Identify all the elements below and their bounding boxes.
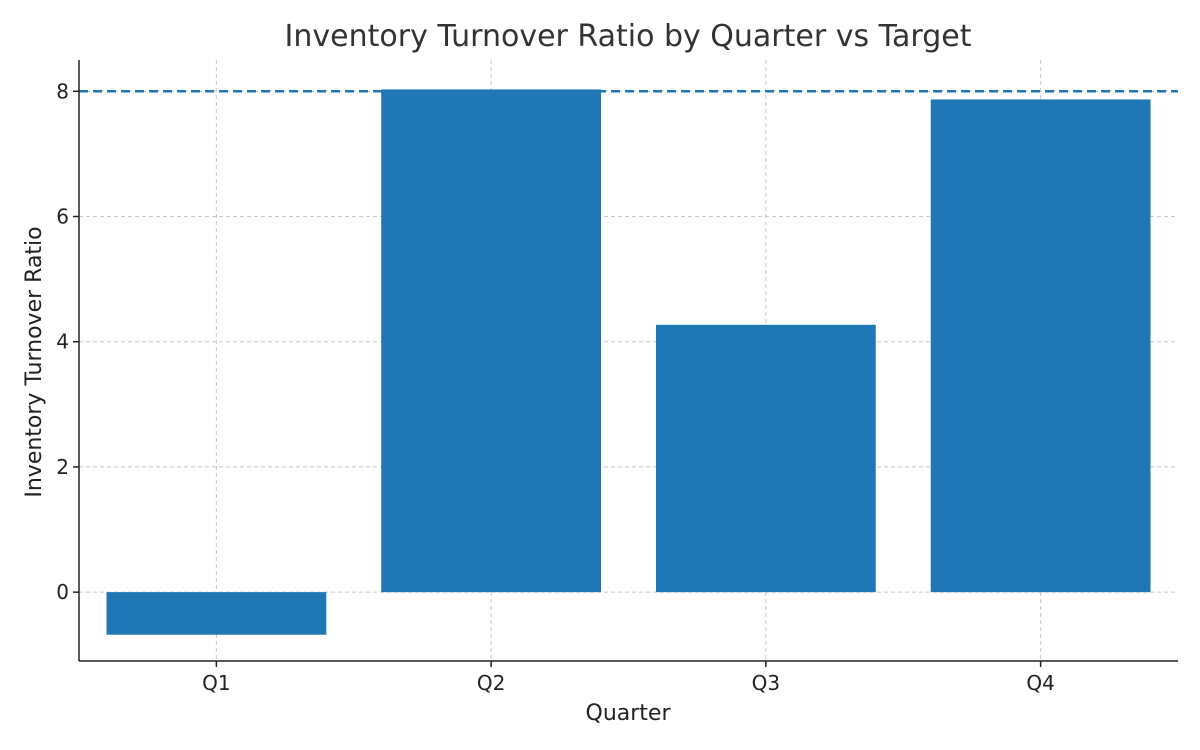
- x-tick-label: Q3: [752, 671, 780, 695]
- bar-q2: [381, 89, 602, 593]
- y-tick-label: 2: [56, 455, 69, 479]
- x-tick-label: Q4: [1026, 671, 1054, 695]
- y-tick-label: 4: [56, 330, 69, 354]
- axes: [78, 60, 1178, 662]
- tick-labels: 0 2 4 6 8 Q1 Q2 Q3 Q4: [56, 79, 1055, 695]
- chart-title: Inventory Turnover Ratio by Quarter vs T…: [285, 19, 972, 54]
- x-tick-label: Q1: [202, 671, 230, 695]
- bars: [106, 89, 1151, 635]
- y-tick-label: 0: [56, 580, 69, 604]
- x-tick-label: Q2: [477, 671, 505, 695]
- bar-q1: [106, 592, 327, 635]
- y-tick-label: 6: [56, 205, 69, 229]
- bar-q4: [930, 99, 1151, 593]
- y-axis-label: Inventory Turnover Ratio: [22, 226, 47, 497]
- x-axis-label: Quarter: [586, 701, 672, 726]
- y-tick-label: 8: [56, 79, 69, 103]
- bar-q3: [655, 324, 876, 593]
